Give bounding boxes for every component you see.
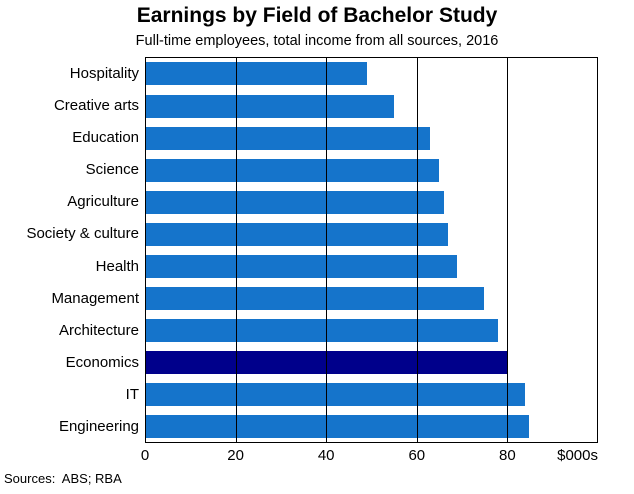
bar-it xyxy=(146,382,525,406)
source-note: Sources: ABS; RBA xyxy=(4,471,122,486)
category-label-society-culture: Society & culture xyxy=(26,225,139,243)
bar-society-culture xyxy=(146,222,449,246)
category-label-it: IT xyxy=(125,386,139,404)
bar-education xyxy=(146,126,431,150)
bar-hospitality xyxy=(146,62,367,86)
category-label-architecture: Architecture xyxy=(58,321,139,339)
category-label-agriculture: Agriculture xyxy=(67,193,139,211)
x-tick-label-40: 40 xyxy=(317,447,335,464)
chart-subtitle: Full-time employees, total income from a… xyxy=(135,33,499,49)
bar-management xyxy=(146,286,485,310)
gridline-80 xyxy=(506,58,508,442)
x-axis: 0 20 40 60 80 $000s xyxy=(141,447,598,465)
bar-science xyxy=(146,158,440,182)
category-label-economics: Economics xyxy=(65,354,139,372)
gridline-20 xyxy=(236,58,238,442)
category-label-management: Management xyxy=(51,289,139,307)
category-label-education: Education xyxy=(72,128,139,146)
category-label-science: Science xyxy=(85,161,139,179)
x-tick-label-20: 20 xyxy=(227,447,244,464)
bar-engineering xyxy=(146,414,530,438)
gridline-60 xyxy=(416,58,418,442)
x-tick-label-0: 0 xyxy=(140,447,150,464)
x-tick-label-60: 60 xyxy=(408,447,426,464)
x-tick-label-80: 80 xyxy=(499,447,516,464)
bar-creative-arts xyxy=(146,94,395,118)
x-axis-unit-label: $000s xyxy=(557,447,598,464)
gridline-40 xyxy=(326,58,328,442)
bar-agriculture xyxy=(146,190,444,214)
bar-architecture xyxy=(146,318,498,342)
y-axis-category-labels: Hospitality Creative arts Education Science… xyxy=(0,57,139,443)
chart-title: Earnings by Field of Bachelor Study xyxy=(136,4,498,27)
category-label-health: Health xyxy=(95,257,139,275)
category-label-hospitality: Hospitality xyxy=(69,64,139,82)
category-label-creative-arts: Creative arts xyxy=(53,96,139,114)
category-label-engineering: Engineering xyxy=(58,418,139,436)
bar-health xyxy=(146,254,458,278)
plot-area xyxy=(145,57,598,443)
